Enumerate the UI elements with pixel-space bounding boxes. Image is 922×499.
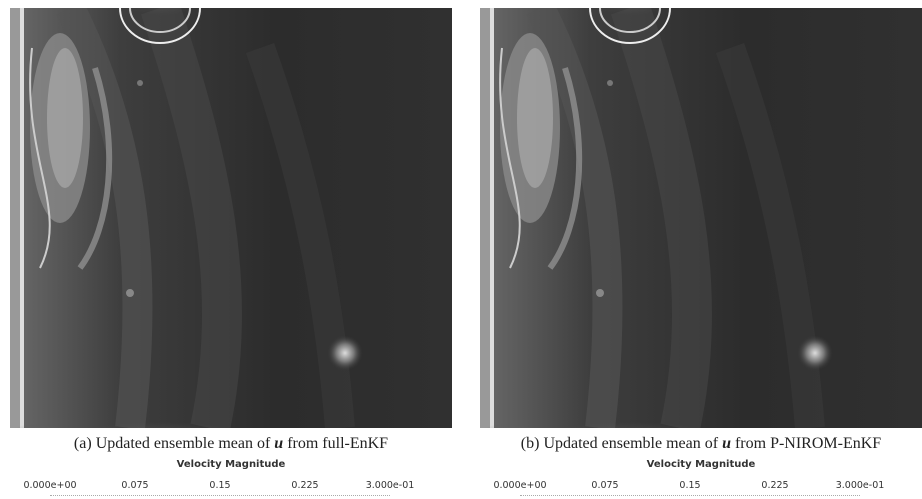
caption-text: Updated ensemble mean of	[543, 435, 718, 452]
field-image	[10, 8, 452, 428]
caption: (a) Updated ensemble mean of u from full…	[10, 435, 452, 453]
panel: (a) Updated ensemble mean of u from full…	[10, 0, 452, 499]
caption-text: from full-EnKF	[287, 435, 388, 452]
colorbar	[50, 495, 390, 499]
colorbar-tick-label: 0.000e+00	[493, 480, 546, 491]
caption-symbol: u	[722, 435, 731, 452]
colorbar-tick-label: 3.000e-01	[366, 480, 415, 491]
colorbar-tick-label: 0.225	[761, 480, 788, 491]
colorbar-tick-label: 0.075	[591, 480, 618, 491]
colorbar-tick-label: 0.000e+00	[23, 480, 76, 491]
colorbar-tick-label: 0.225	[291, 480, 318, 491]
colorbar-tick-label: 0.075	[121, 480, 148, 491]
field-image	[480, 8, 922, 428]
caption-label: (b)	[521, 435, 540, 452]
figure: (a) Updated ensemble mean of u from full…	[0, 0, 922, 499]
panel: (b) Updated ensemble mean of u from P-NI…	[480, 0, 922, 499]
caption: (b) Updated ensemble mean of u from P-NI…	[480, 435, 922, 453]
colorbar-tick-label: 0.15	[679, 480, 700, 491]
velocity-field	[480, 8, 922, 428]
colorbar-tick-label: 3.000e-01	[836, 480, 885, 491]
colorbar	[520, 495, 860, 499]
velocity-field	[10, 8, 452, 428]
colorbar-title: Velocity Magnitude	[480, 459, 922, 470]
caption-text: Updated ensemble mean of	[96, 435, 271, 452]
caption-label: (a)	[74, 435, 92, 452]
caption-text: from P-NIROM-EnKF	[735, 435, 881, 452]
caption-symbol: u	[274, 435, 283, 452]
colorbar-title: Velocity Magnitude	[10, 459, 452, 470]
colorbar-tick-label: 0.15	[209, 480, 230, 491]
